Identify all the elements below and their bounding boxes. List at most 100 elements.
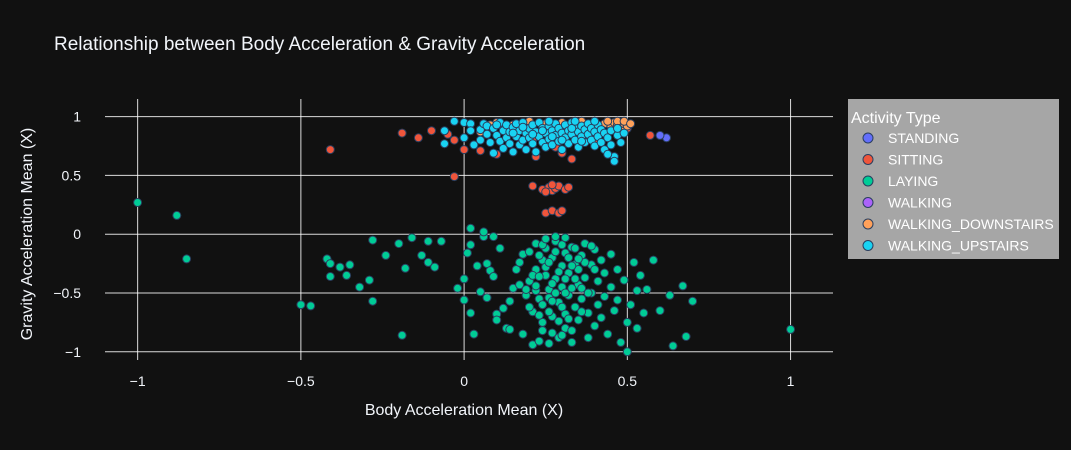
data-point[interactable] (544, 116, 554, 126)
data-point[interactable] (547, 180, 557, 190)
data-point[interactable] (475, 287, 485, 297)
legend-item[interactable]: SITTING (862, 152, 943, 168)
data-point[interactable] (554, 267, 564, 277)
data-point[interactable] (466, 126, 476, 136)
data-point[interactable] (639, 308, 649, 318)
data-point[interactable] (521, 145, 531, 155)
data-point[interactable] (786, 324, 796, 334)
data-point[interactable] (482, 293, 492, 303)
data-point[interactable] (557, 145, 567, 155)
data-point[interactable] (325, 272, 335, 281)
data-point[interactable] (482, 129, 492, 139)
markers[interactable] (133, 116, 796, 357)
data-point[interactable] (626, 300, 636, 310)
data-point[interactable] (541, 234, 551, 244)
data-point[interactable] (397, 330, 407, 340)
data-point[interactable] (505, 139, 515, 149)
data-point[interactable] (570, 116, 580, 126)
data-point[interactable] (596, 138, 606, 147)
data-point[interactable] (469, 140, 479, 150)
data-point[interactable] (498, 303, 508, 313)
data-point[interactable] (567, 283, 577, 293)
data-point[interactable] (655, 130, 665, 140)
data-point[interactable] (668, 341, 678, 351)
data-point[interactable] (547, 296, 557, 306)
data-point[interactable] (538, 126, 547, 136)
data-point[interactable] (681, 332, 691, 341)
data-point[interactable] (577, 307, 587, 317)
data-point[interactable] (335, 262, 345, 272)
data-point[interactable] (547, 132, 557, 142)
data-point[interactable] (544, 307, 554, 317)
data-point[interactable] (573, 254, 583, 264)
data-point[interactable] (534, 310, 544, 320)
data-point[interactable] (573, 315, 583, 325)
data-point[interactable] (368, 296, 378, 306)
data-point[interactable] (449, 116, 459, 126)
data-point[interactable] (635, 270, 645, 280)
data-point[interactable] (534, 336, 544, 346)
data-point[interactable] (534, 272, 544, 281)
data-point[interactable] (528, 181, 538, 191)
legend-item[interactable]: WALKING_UPSTAIRS (862, 238, 1029, 254)
data-point[interactable] (655, 306, 665, 316)
data-point[interactable] (590, 321, 600, 331)
data-point[interactable] (593, 300, 603, 310)
data-point[interactable] (459, 295, 469, 305)
data-point[interactable] (583, 333, 593, 343)
data-point[interactable] (528, 139, 538, 149)
data-point[interactable] (325, 259, 335, 269)
data-point[interactable] (355, 282, 365, 292)
data-point[interactable] (423, 257, 433, 267)
data-point[interactable] (427, 126, 436, 136)
data-point[interactable] (489, 148, 498, 158)
legend-item[interactable]: LAYING (862, 173, 938, 189)
data-point[interactable] (505, 324, 515, 334)
data-point[interactable] (449, 172, 459, 182)
data-point[interactable] (564, 182, 574, 192)
data-point[interactable] (590, 116, 600, 126)
data-point[interactable] (364, 275, 374, 285)
data-point[interactable] (557, 135, 567, 145)
data-point[interactable] (541, 187, 551, 197)
data-point[interactable] (551, 232, 560, 242)
data-point[interactable] (440, 139, 449, 149)
data-point[interactable] (423, 236, 433, 246)
series-walking-upstairs[interactable] (440, 116, 629, 166)
data-point[interactable] (632, 286, 642, 296)
data-point[interactable] (133, 198, 143, 207)
data-point[interactable] (524, 247, 534, 257)
data-point[interactable] (619, 128, 629, 138)
data-point[interactable] (596, 313, 606, 323)
data-point[interactable] (544, 339, 554, 348)
data-point[interactable] (518, 122, 528, 132)
data-point[interactable] (531, 147, 541, 157)
data-point[interactable] (570, 302, 580, 312)
data-point[interactable] (440, 126, 449, 136)
data-point[interactable] (489, 272, 498, 281)
data-point[interactable] (564, 314, 574, 324)
data-point[interactable] (182, 254, 192, 264)
legend-item[interactable]: WALKING_DOWNSTAIRS (862, 216, 1054, 232)
data-point[interactable] (570, 243, 580, 253)
data-point[interactable] (665, 290, 675, 300)
data-point[interactable] (489, 232, 498, 242)
data-point[interactable] (479, 227, 489, 237)
data-point[interactable] (466, 223, 476, 233)
legend-item[interactable]: WALKING (862, 195, 952, 211)
data-point[interactable] (622, 347, 632, 357)
data-point[interactable] (560, 233, 570, 243)
data-point[interactable] (632, 323, 642, 333)
data-point[interactable] (449, 135, 459, 145)
data-point[interactable] (629, 257, 639, 267)
data-point[interactable] (622, 317, 632, 327)
data-point[interactable] (567, 326, 577, 336)
data-point[interactable] (547, 279, 557, 289)
data-point[interactable] (511, 265, 521, 274)
data-point[interactable] (505, 296, 515, 306)
data-point[interactable] (453, 283, 463, 293)
data-point[interactable] (397, 128, 407, 138)
data-point[interactable] (551, 247, 560, 257)
data-point[interactable] (580, 273, 590, 283)
data-point[interactable] (538, 300, 547, 310)
